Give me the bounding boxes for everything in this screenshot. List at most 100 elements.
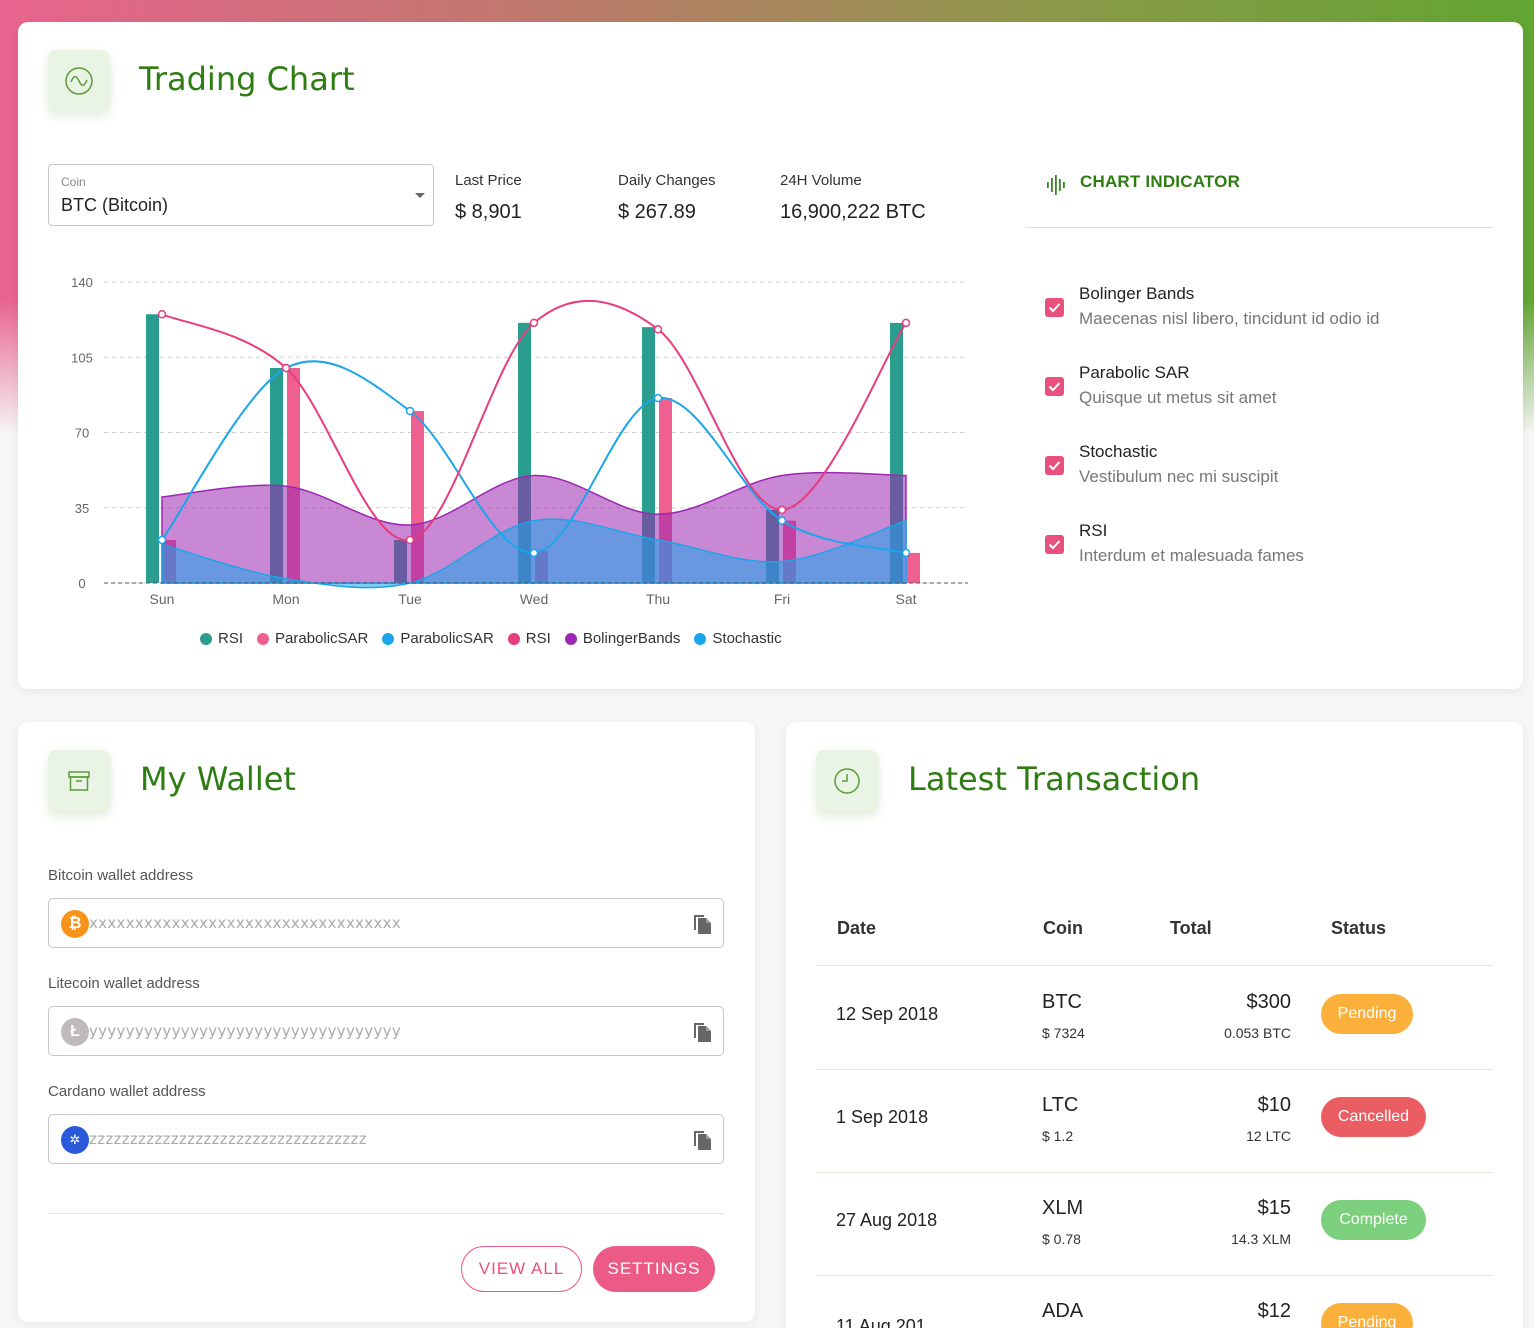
- coin-select[interactable]: Coin BTC (Bitcoin): [48, 164, 434, 226]
- view-all-button[interactable]: VIEW ALL: [461, 1246, 582, 1292]
- copy-icon[interactable]: [691, 1019, 713, 1043]
- table-row[interactable]: 1 Sep 2018 LTC $ 1.2 $10 12 LTC Cancelle…: [816, 1069, 1493, 1172]
- litecoin-icon: Ł: [61, 1018, 89, 1046]
- bitcoin-icon: ₿: [61, 910, 89, 938]
- wave-chart-icon: [65, 67, 93, 95]
- y-tick-label: 0: [78, 576, 85, 591]
- legend-dot-icon: [382, 632, 395, 645]
- chart-point: [777, 505, 787, 515]
- legend-label: ParabolicSAR: [275, 630, 369, 647]
- chart-point: [405, 535, 415, 545]
- legend-dot-icon: [257, 632, 270, 645]
- table-row[interactable]: 27 Aug 2018 XLM $ 0.78 $15 14.3 XLM Comp…: [816, 1172, 1493, 1275]
- column-header-total: Total: [1170, 918, 1212, 938]
- legend-dot-icon: [564, 632, 577, 645]
- stat-last-price: Last Price $ 8,901: [455, 172, 522, 224]
- tx-coin-price: $ 1.2: [1042, 1128, 1074, 1144]
- transaction-icon-box: [816, 750, 878, 812]
- legend-label: ParabolicSAR: [400, 630, 494, 647]
- chart-point: [529, 318, 539, 328]
- chart-point: [901, 318, 911, 328]
- chart-bar: [146, 314, 159, 583]
- bitcoin-wallet-field[interactable]: ₿ xxxxxxxxxxxxxxxxxxxxxxxxxxxxxxxxxx: [48, 898, 724, 948]
- table-row[interactable]: 12 Sep 2018 BTC $ 7324 $300 0.053 BTC Pe…: [816, 966, 1493, 1069]
- status-badge: Complete: [1321, 1200, 1426, 1240]
- indicator-name: Parabolic SAR: [1079, 363, 1190, 382]
- trading-chart-icon-box: [48, 50, 110, 112]
- clock-icon: [834, 768, 860, 794]
- stat-24h-volume: 24H Volume 16,900,222 BTC: [780, 172, 926, 224]
- stat-label: Daily Changes: [618, 172, 716, 189]
- status-badge: Pending: [1321, 1303, 1413, 1328]
- y-tick-label: 140: [71, 275, 93, 290]
- copy-icon[interactable]: [691, 1127, 713, 1151]
- bitcoin-wallet-label: Bitcoin wallet address: [48, 867, 194, 884]
- litecoin-wallet-field[interactable]: Ł yyyyyyyyyyyyyyyyyyyyyyyyyyyyyyyyyy: [48, 1006, 724, 1056]
- x-tick-label: Mon: [272, 591, 299, 607]
- tx-date: 12 Sep 2018: [836, 1004, 939, 1024]
- indicator-description: Interdum et malesuada fames: [1079, 546, 1304, 565]
- indicator-description: Quisque ut metus sit amet: [1079, 388, 1277, 407]
- cardano-wallet-field[interactable]: ✲ zzzzzzzzzzzzzzzzzzzzzzzzzzzzzzzzzz: [48, 1114, 724, 1164]
- cardano-wallet-address[interactable]: zzzzzzzzzzzzzzzzzzzzzzzzzzzzzzzzzz: [89, 1130, 367, 1148]
- checkbox-checked-icon[interactable]: [1045, 456, 1064, 475]
- chart-point: [653, 393, 663, 403]
- y-tick-label: 105: [71, 350, 93, 365]
- tx-total: $12: [1257, 1300, 1291, 1322]
- tx-coin: ADA: [1042, 1300, 1084, 1322]
- column-header-date: Date: [837, 918, 877, 938]
- cardano-icon: ✲: [61, 1126, 89, 1154]
- chart-point: [529, 548, 539, 558]
- x-tick-label: Sun: [150, 591, 175, 607]
- legend-label: BolingerBands: [582, 630, 681, 647]
- settings-button[interactable]: SETTINGS: [593, 1246, 715, 1292]
- checkbox-checked-icon[interactable]: [1045, 298, 1064, 317]
- legend-item[interactable]: ParabolicSAR: [257, 630, 368, 647]
- litecoin-wallet-label: Litecoin wallet address: [48, 975, 200, 992]
- checkbox-checked-icon[interactable]: [1045, 535, 1064, 554]
- cardano-wallet-label: Cardano wallet address: [48, 1083, 206, 1100]
- litecoin-wallet-address[interactable]: yyyyyyyyyyyyyyyyyyyyyyyyyyyyyyyyyy: [89, 1022, 402, 1040]
- stat-daily-changes: Daily Changes $ 267.89: [618, 172, 716, 224]
- tx-total: $10: [1257, 1094, 1291, 1116]
- chart-point: [777, 516, 787, 525]
- legend-item[interactable]: RSI: [200, 630, 243, 647]
- tx-date: 1 Sep 2018: [836, 1107, 929, 1127]
- tx-coin-price: $ 7324: [1042, 1025, 1085, 1041]
- coin-select-value: BTC (Bitcoin): [61, 195, 169, 215]
- chart-legend: RSI ParabolicSAR ParabolicSAR RSI BolingerBa…: [200, 630, 782, 647]
- stat-value: $ 267.89: [618, 201, 696, 223]
- tx-date: 27 Aug 2018: [836, 1210, 938, 1230]
- table-divider: [816, 1172, 1493, 1173]
- legend-item[interactable]: Stochastic: [694, 630, 782, 647]
- chart-point: [157, 535, 167, 545]
- legend-dot-icon: [694, 632, 707, 645]
- chart-point: [901, 548, 911, 558]
- legend-item[interactable]: RSI: [507, 630, 551, 647]
- x-tick-label: Wed: [520, 591, 549, 607]
- tx-coin: LTC: [1042, 1094, 1079, 1116]
- legend-label: RSI: [218, 630, 244, 647]
- trading-chart-card: Trading Chart Coin BTC (Bitcoin) Last Pr…: [18, 22, 1523, 689]
- chart-indicator-title: CHART INDICATOR: [1080, 172, 1241, 191]
- x-tick-label: Fri: [774, 591, 790, 607]
- chevron-down-icon[interactable]: [415, 193, 425, 198]
- checkbox-checked-icon[interactable]: [1045, 377, 1064, 396]
- tx-amount: 12 LTC: [1246, 1128, 1291, 1144]
- equalizer-icon: [1047, 175, 1065, 195]
- chart-indicator-header: CHART INDICATOR: [1025, 164, 1493, 228]
- trading-chart-plot: 0 35 70 105 140 Sun Mon Tue Wed Thu Fri Sat: [71, 275, 968, 607]
- my-wallet-card: My Wallet Bitcoin wallet address ₿ xxxxx…: [18, 722, 755, 1322]
- y-tick-label: 35: [75, 501, 89, 516]
- bitcoin-wallet-address[interactable]: xxxxxxxxxxxxxxxxxxxxxxxxxxxxxxxxxx: [89, 914, 402, 932]
- trading-chart-title: Trading Chart: [139, 60, 355, 98]
- indicator-name: RSI: [1079, 521, 1108, 540]
- copy-icon[interactable]: [691, 911, 713, 935]
- legend-item[interactable]: ParabolicSAR: [382, 630, 494, 647]
- coin-select-label: Coin: [61, 175, 86, 189]
- table-row[interactable]: 11 Aug 201 ADA $12 Pending: [816, 1275, 1493, 1328]
- chart-point: [653, 325, 663, 334]
- stat-label: Last Price: [455, 172, 522, 189]
- legend-item[interactable]: BolingerBands: [564, 630, 681, 647]
- tx-amount: 14.3 XLM: [1231, 1231, 1291, 1247]
